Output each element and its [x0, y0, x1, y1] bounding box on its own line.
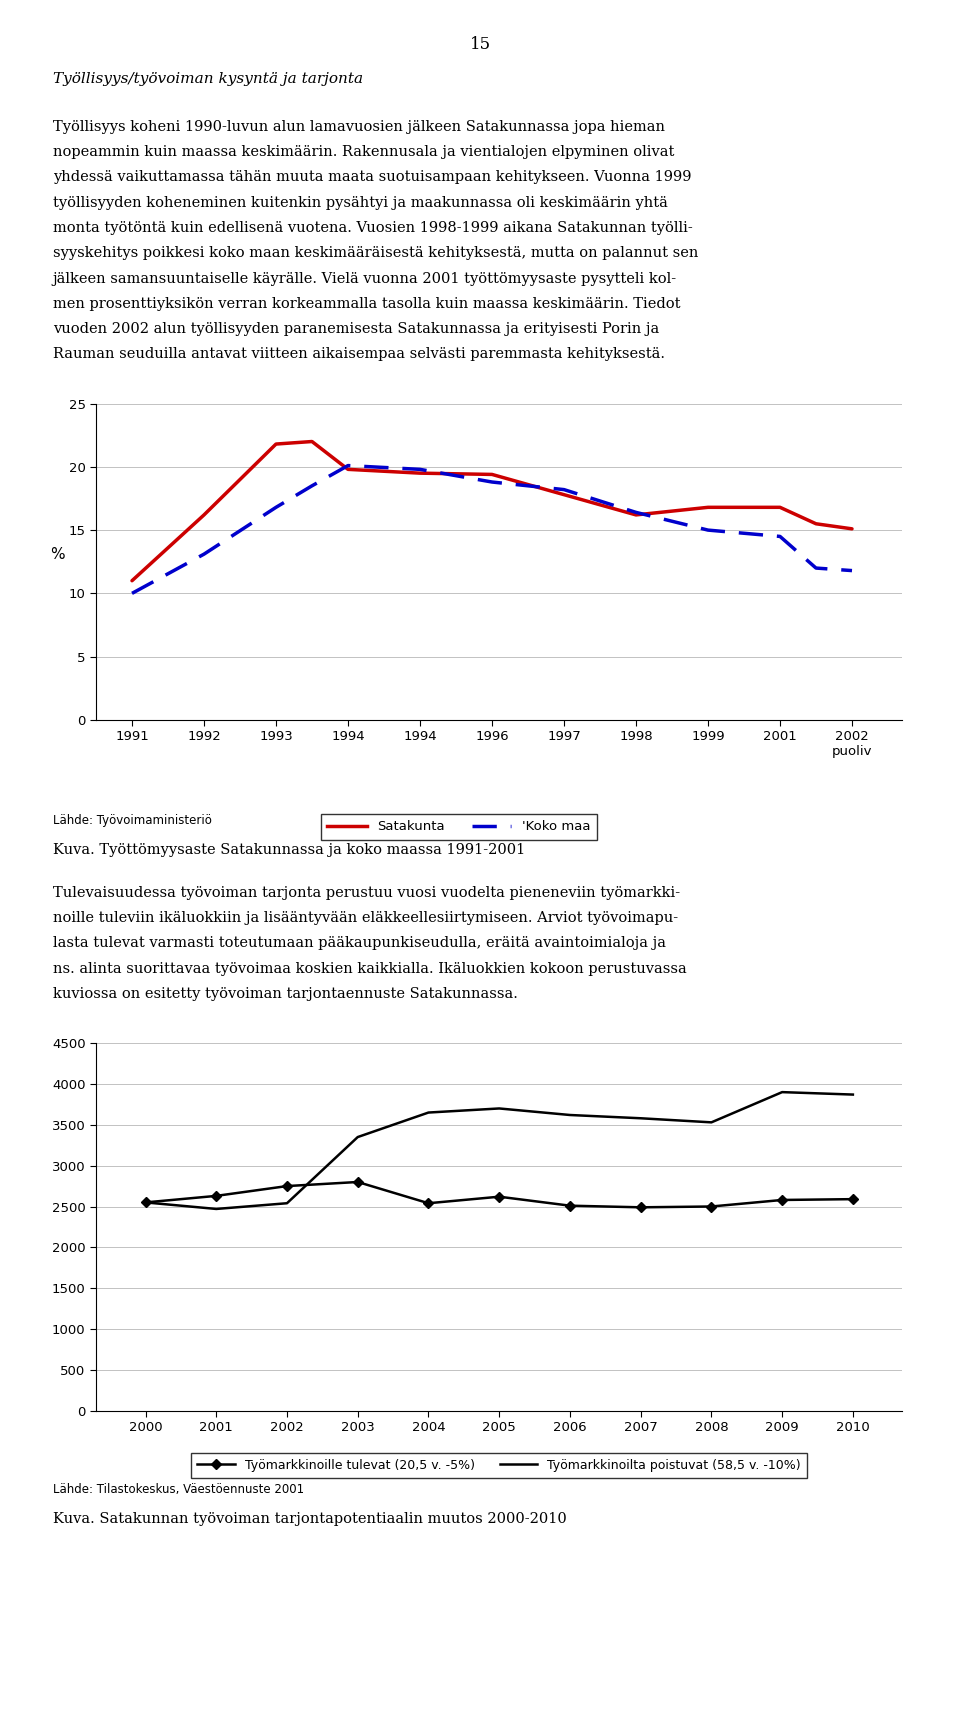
Text: lasta tulevat varmasti toteutumaan pääkaupunkiseudulla, eräitä avaintoimialoja j: lasta tulevat varmasti toteutumaan pääka… [53, 937, 666, 951]
Text: nopeammin kuin maassa keskimäärin. Rakennusala ja vientialojen elpyminen olivat: nopeammin kuin maassa keskimäärin. Raken… [53, 145, 674, 159]
Text: Kuva. Työttömyysaste Satakunnassa ja koko maassa 1991-2001: Kuva. Työttömyysaste Satakunnassa ja kok… [53, 843, 525, 857]
Text: Tulevaisuudessa työvoiman tarjonta perustuu vuosi vuodelta pieneneviin työmarkki: Tulevaisuudessa työvoiman tarjonta perus… [53, 886, 680, 899]
Text: 15: 15 [469, 36, 491, 53]
Text: noille tuleviin ikäluokkiin ja lisääntyvään eläkkeellesiirtymiseen. Arviot työvo: noille tuleviin ikäluokkiin ja lisääntyv… [53, 911, 678, 925]
Text: yhdessä vaikuttamassa tähän muuta maata suotuisampaan kehitykseen. Vuonna 1999: yhdessä vaikuttamassa tähän muuta maata … [53, 171, 691, 185]
Text: Lähde: Tilastokeskus, Väestöennuste 2001: Lähde: Tilastokeskus, Väestöennuste 2001 [53, 1483, 304, 1496]
Text: jälkeen samansuuntaiselle käyrälle. Vielä vuonna 2001 työttömyysaste pysytteli k: jälkeen samansuuntaiselle käyrälle. Viel… [53, 272, 677, 286]
Text: Työllisyys/työvoiman kysyntä ja tarjonta: Työllisyys/työvoiman kysyntä ja tarjonta [53, 72, 363, 86]
Text: monta työtöntä kuin edellisenä vuotena. Vuosien 1998-1999 aikana Satakunnan työl: monta työtöntä kuin edellisenä vuotena. … [53, 221, 692, 234]
Text: Lähde: Työvoimaministeriö: Lähde: Työvoimaministeriö [53, 814, 211, 828]
Text: työllisyyden koheneminen kuitenkin pysähtyi ja maakunnassa oli keskimäärin yhtä: työllisyyden koheneminen kuitenkin pysäh… [53, 195, 667, 210]
Y-axis label: %: % [50, 547, 64, 561]
Text: syyskehitys poikkesi koko maan keskimääräisestä kehityksestä, mutta on palannut : syyskehitys poikkesi koko maan keskimäär… [53, 246, 698, 260]
Legend: Satakunta, 'Koko maa: Satakunta, 'Koko maa [321, 814, 597, 840]
Text: Työllisyys koheni 1990-luvun alun lamavuosien jälkeen Satakunnassa jopa hieman: Työllisyys koheni 1990-luvun alun lamavu… [53, 120, 664, 133]
Text: Rauman seuduilla antavat viitteen aikaisempaa selvästi paremmasta kehityksestä.: Rauman seuduilla antavat viitteen aikais… [53, 347, 664, 361]
Text: Kuva. Satakunnan työvoiman tarjontapotentiaalin muutos 2000-2010: Kuva. Satakunnan työvoiman tarjontapoten… [53, 1512, 566, 1525]
Text: vuoden 2002 alun työllisyyden paranemisesta Satakunnassa ja erityisesti Porin ja: vuoden 2002 alun työllisyyden paranemise… [53, 321, 660, 337]
Legend: Työmarkkinoille tulevat (20,5 v. -5%), Työmarkkinoilta poistuvat (58,5 v. -10%): Työmarkkinoille tulevat (20,5 v. -5%), T… [191, 1452, 807, 1477]
Text: ns. alinta suorittavaa työvoimaa koskien kaikkialla. Ikäluokkien kokoon perustuv: ns. alinta suorittavaa työvoimaa koskien… [53, 961, 686, 976]
Text: kuviossa on esitetty työvoiman tarjontaennuste Satakunnassa.: kuviossa on esitetty työvoiman tarjontae… [53, 987, 517, 1000]
Text: men prosenttiyksikön verran korkeammalla tasolla kuin maassa keskimäärin. Tiedot: men prosenttiyksikön verran korkeammalla… [53, 298, 681, 311]
